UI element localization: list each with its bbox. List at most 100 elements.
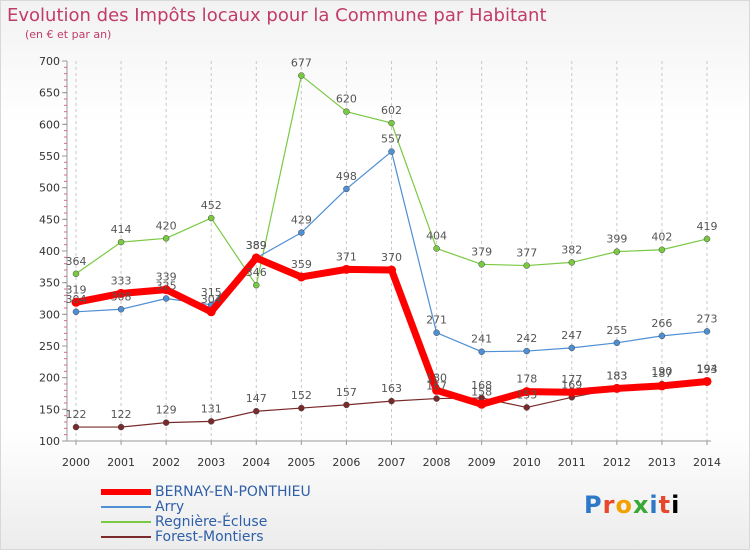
data-label: 183 [606, 369, 627, 382]
data-label: 325 [156, 280, 177, 293]
data-label: 429 [291, 214, 312, 227]
data-point [388, 148, 395, 155]
data-point [72, 308, 80, 316]
data-label: 131 [201, 402, 222, 415]
x-tick-label: 2012 [603, 456, 631, 469]
data-point [433, 329, 440, 336]
data-point [523, 347, 530, 355]
data-point [432, 385, 442, 395]
x-tick-label: 2003 [197, 456, 225, 469]
data-point [612, 383, 622, 393]
data-label: 153 [516, 388, 537, 401]
data-point [206, 307, 216, 317]
data-label: 452 [201, 199, 222, 212]
x-tick-label: 2006 [332, 456, 360, 469]
data-point [477, 399, 487, 409]
data-point [388, 119, 395, 127]
data-label: 364 [66, 255, 87, 268]
data-point [613, 248, 621, 255]
data-point [343, 401, 350, 409]
data-point [522, 387, 532, 397]
data-point [116, 288, 126, 298]
x-tick-label: 2005 [287, 456, 315, 469]
y-tick-label: 700 [39, 55, 60, 68]
data-label: 371 [336, 250, 357, 263]
data-point [251, 253, 261, 263]
data-label: 677 [291, 57, 312, 70]
data-label: 370 [381, 251, 402, 264]
data-point [703, 235, 711, 243]
data-point [703, 328, 711, 335]
data-label: 247 [561, 329, 582, 342]
data-point [388, 397, 395, 405]
data-label: 147 [246, 392, 267, 405]
data-label: 169 [561, 378, 582, 391]
legend-swatch [101, 521, 151, 523]
data-label: 152 [291, 389, 312, 402]
data-point [162, 295, 170, 302]
data-point [298, 229, 305, 236]
data-label: 382 [561, 243, 582, 256]
data-label: 620 [336, 93, 357, 106]
data-point [162, 235, 170, 242]
data-label: 193 [697, 363, 718, 376]
x-tick-label: 2011 [558, 456, 586, 469]
x-tick-label: 2009 [468, 456, 496, 469]
data-label: 315 [201, 286, 222, 299]
data-label: 346 [246, 266, 267, 279]
data-point [207, 214, 215, 222]
legend-swatch [101, 506, 151, 508]
data-label: 273 [697, 312, 718, 325]
data-label: 122 [111, 408, 132, 421]
data-point [253, 281, 260, 289]
x-tick-label: 2004 [242, 456, 270, 469]
x-tick-label: 2010 [513, 456, 541, 469]
y-tick-label: 300 [39, 308, 60, 321]
data-point [387, 265, 396, 275]
data-label: 242 [516, 332, 537, 345]
legend-swatch [101, 536, 151, 538]
data-point [478, 348, 485, 355]
data-point [298, 72, 305, 79]
data-label: 271 [426, 314, 447, 327]
x-tick-label: 2008 [423, 456, 451, 469]
data-point [72, 270, 80, 278]
data-label: 339 [156, 271, 177, 284]
data-label: 177 [561, 373, 582, 386]
data-label: 304 [201, 293, 222, 306]
data-label: 359 [291, 258, 312, 271]
data-label: 498 [336, 170, 357, 183]
data-label: 180 [426, 371, 447, 384]
legend-label: Forest-Montiers [155, 529, 264, 545]
data-point [478, 261, 485, 268]
data-point [433, 395, 440, 402]
data-label: 308 [111, 290, 132, 303]
data-label: 158 [471, 385, 492, 398]
data-point [657, 381, 667, 391]
data-label: 333 [111, 274, 132, 287]
data-point [296, 272, 306, 282]
data-label: 194 [697, 362, 718, 375]
data-label: 404 [426, 229, 447, 242]
data-label: 187 [651, 367, 672, 380]
data-label: 319 [66, 283, 87, 296]
data-label: 157 [336, 386, 357, 399]
data-point [341, 264, 351, 274]
data-point [207, 418, 215, 425]
data-point [613, 339, 621, 347]
x-tick-label: 2001 [107, 456, 135, 469]
data-label: 190 [651, 365, 672, 378]
data-point [72, 423, 80, 431]
data-point [117, 306, 125, 313]
data-point [658, 246, 666, 253]
x-tick-label: 2007 [378, 456, 406, 469]
data-point [523, 262, 530, 269]
data-point [568, 344, 576, 352]
data-label: 183 [606, 369, 627, 382]
y-tick-label: 250 [39, 340, 60, 353]
data-label: 163 [381, 382, 402, 395]
data-point [117, 238, 125, 246]
data-label: 266 [651, 317, 672, 330]
